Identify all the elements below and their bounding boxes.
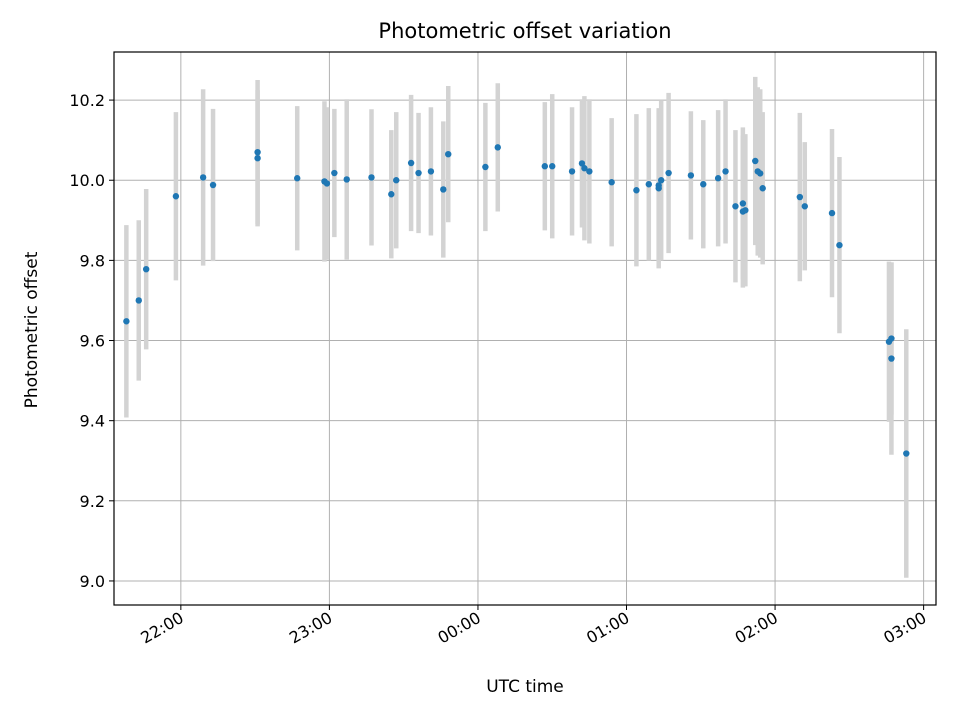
data-point [142, 265, 150, 273]
data-point [586, 168, 593, 175]
data-point [578, 160, 586, 167]
data-point [836, 241, 843, 249]
x-tick-label: 02:00 [732, 608, 781, 648]
x-tick-label: 22:00 [137, 608, 186, 648]
y-tick-label: 9.8 [80, 251, 105, 270]
data-point [368, 174, 375, 181]
data-point [482, 163, 489, 171]
y-axis-label: Photometric offset [22, 251, 42, 408]
x-tick-label: 00:00 [435, 608, 484, 648]
data-point [254, 154, 261, 162]
y-tick-label: 9.0 [80, 572, 105, 591]
data-point [903, 450, 910, 457]
data-point [828, 209, 836, 217]
data-point [752, 157, 759, 165]
data-point [665, 169, 672, 177]
data-point [581, 165, 588, 172]
data-point [633, 187, 640, 194]
data-point [801, 203, 808, 210]
data-point [343, 176, 350, 183]
y-axis-ticks: 9.0 9.2 9.4 9.6 9.8 10.0 10.2 [69, 91, 114, 591]
data-point [568, 168, 576, 175]
data-point [757, 170, 764, 177]
x-tick-label: 23:00 [286, 608, 335, 648]
grid [114, 52, 936, 605]
error-bars [124, 76, 909, 578]
data-point [645, 181, 652, 188]
data-point [759, 185, 766, 192]
data-point [209, 181, 217, 189]
data-point [494, 144, 501, 151]
data-point [254, 148, 261, 156]
data-point [742, 207, 749, 214]
y-tick-label: 9.4 [80, 412, 105, 431]
data-point [608, 179, 615, 186]
data-point [722, 168, 729, 175]
data-point [199, 174, 207, 181]
y-tick-label: 9.2 [80, 492, 105, 511]
data-point [123, 318, 130, 325]
data-point [393, 177, 400, 184]
data-points [123, 144, 910, 457]
x-axis-ticks: 22:00 23:00 00:00 01:00 02:00 03:00 [137, 605, 930, 648]
data-point [294, 175, 301, 182]
y-tick-label: 9.6 [80, 332, 105, 351]
data-point [415, 169, 422, 177]
plot-frame [113, 51, 937, 606]
data-point [427, 168, 435, 175]
y-tick-label: 10.2 [69, 91, 105, 110]
data-point [739, 200, 747, 207]
data-point [796, 193, 804, 201]
data-point [541, 163, 549, 170]
y-tick-label: 10.0 [69, 171, 105, 190]
x-tick-label: 03:00 [880, 608, 929, 648]
x-tick-label: 01:00 [583, 608, 632, 648]
chart-title: Photometric offset variation [378, 19, 671, 43]
data-point [388, 191, 395, 198]
data-point [655, 185, 662, 192]
data-point [657, 177, 665, 184]
data-point [445, 150, 452, 158]
data-point [172, 193, 180, 200]
data-point [888, 335, 895, 342]
data-point [407, 159, 415, 167]
data-point [732, 203, 739, 210]
data-point [687, 172, 695, 179]
data-point [331, 169, 338, 177]
data-point [323, 180, 331, 187]
data-point [700, 181, 707, 188]
data-point [440, 186, 447, 193]
data-point [549, 163, 556, 170]
x-axis-label: UTC time [486, 677, 564, 697]
data-point [135, 297, 142, 304]
data-point [714, 175, 722, 182]
data-point [888, 355, 895, 362]
